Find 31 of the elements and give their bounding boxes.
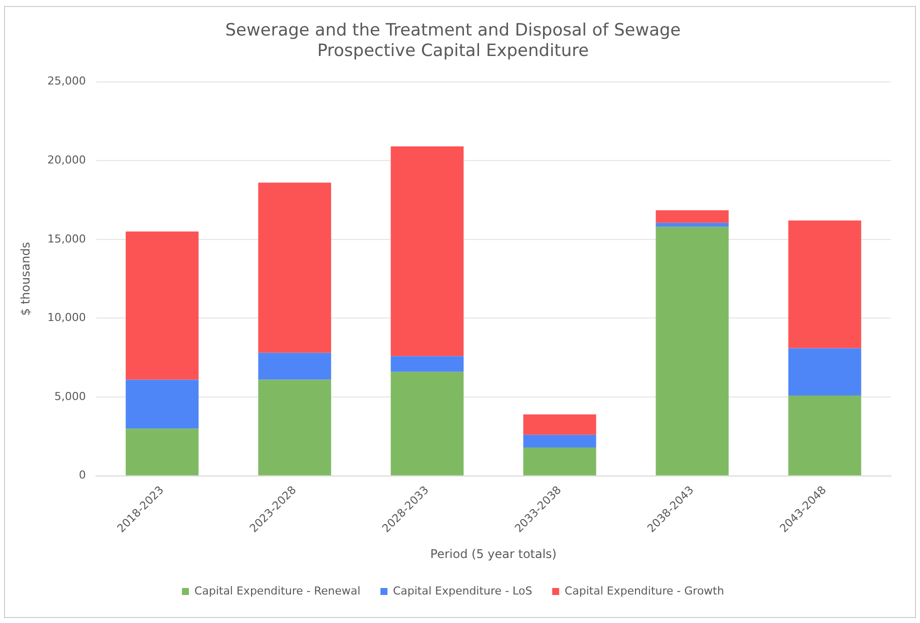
y-tick-label: 10,000 [47,311,86,324]
bar [656,226,729,476]
legend-label: Capital Expenditure - Renewal [194,584,360,598]
bar [523,434,596,448]
y-tick-label: 0 [78,468,86,482]
legend-label: Capital Expenditure - LoS [392,584,532,598]
bar [126,428,199,476]
bar [523,414,596,435]
y-tick-label: 5,000 [54,390,86,403]
bar [788,348,862,396]
y-tick-label: 15,000 [47,232,86,246]
bar [390,146,464,356]
y-tick-label: 25,000 [47,74,86,88]
bar [258,182,332,353]
y-axis-title: $ thousands [18,242,32,316]
text: Sewerage and the Treatment and Disposal of Sewage [225,20,681,41]
bar [656,210,729,223]
bar [258,380,332,476]
bar [788,220,862,348]
text: Prospective Capital Expenditure [317,41,589,62]
bar [390,356,464,372]
y-tick-label: 20,000 [47,153,86,166]
bar [390,372,464,476]
bar [126,232,199,380]
bar [656,222,729,227]
bar [126,380,199,429]
bar [258,352,332,380]
bar [523,447,596,476]
bar [788,395,862,476]
x-axis-title: Period (5 year totals) [430,546,557,561]
legend-label: Capital Expenditure - Growth [564,584,724,598]
